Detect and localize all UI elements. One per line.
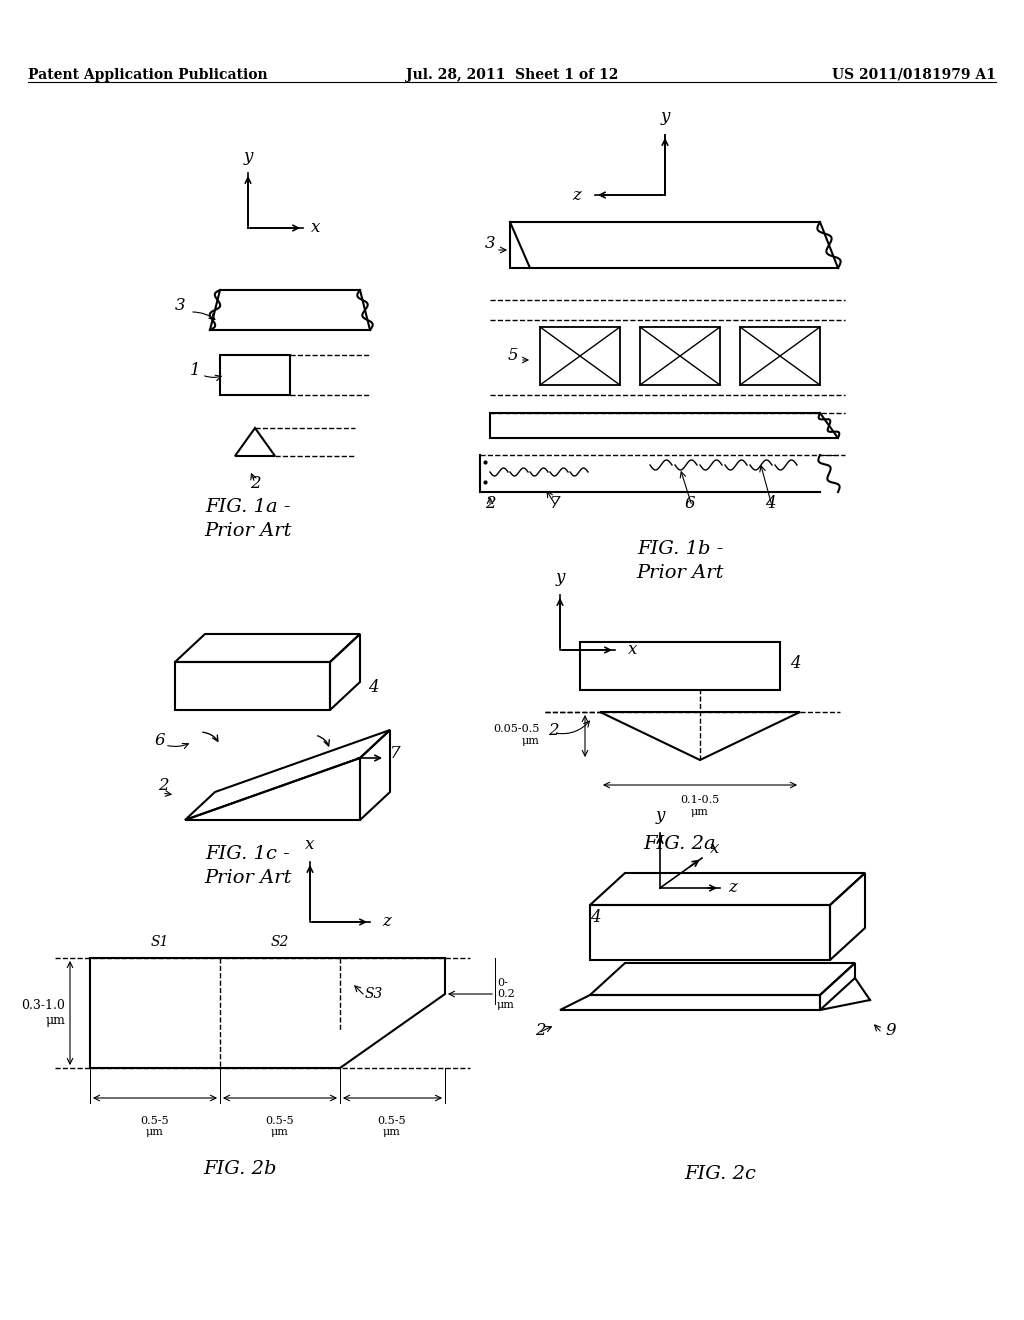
Text: z: z (382, 913, 391, 931)
Text: 4: 4 (790, 655, 801, 672)
Text: 2: 2 (250, 475, 260, 492)
Text: 6: 6 (685, 495, 695, 512)
Text: US 2011/0181979 A1: US 2011/0181979 A1 (833, 69, 996, 82)
Text: 0.1-0.5
μm: 0.1-0.5 μm (680, 795, 720, 817)
Text: S3: S3 (365, 987, 383, 1001)
Text: Jul. 28, 2011  Sheet 1 of 12: Jul. 28, 2011 Sheet 1 of 12 (406, 69, 618, 82)
Text: y: y (660, 108, 670, 125)
Text: 2: 2 (158, 777, 169, 795)
Bar (580, 642, 780, 690)
Text: 4: 4 (765, 495, 775, 512)
Text: 0.5-5
μm: 0.5-5 μm (378, 1115, 407, 1137)
Bar (540, 327, 620, 385)
Text: 0-
0.2
μm: 0- 0.2 μm (497, 978, 515, 1010)
Text: 2: 2 (548, 722, 559, 739)
Bar (220, 355, 290, 395)
Text: Patent Application Publication: Patent Application Publication (28, 69, 267, 82)
Text: 0.5-5
μm: 0.5-5 μm (140, 1115, 169, 1137)
Text: S1: S1 (151, 935, 169, 949)
Text: x: x (628, 642, 637, 659)
Text: y: y (555, 569, 564, 586)
Text: 4: 4 (368, 678, 379, 696)
Text: FIG. 1b -
Prior Art: FIG. 1b - Prior Art (636, 540, 724, 582)
Text: z: z (572, 186, 582, 203)
Text: 3: 3 (484, 235, 495, 252)
Text: 5: 5 (507, 347, 518, 364)
Text: y: y (655, 807, 665, 824)
Text: y: y (244, 148, 253, 165)
Text: 3: 3 (174, 297, 185, 314)
Text: 2: 2 (535, 1022, 546, 1039)
Bar (740, 327, 820, 385)
Text: 1: 1 (189, 362, 200, 379)
Text: FIG. 2b: FIG. 2b (203, 1160, 276, 1177)
Text: FIG. 2a: FIG. 2a (644, 836, 717, 853)
Text: 7: 7 (390, 744, 400, 762)
Text: FIG. 1a -
Prior Art: FIG. 1a - Prior Art (204, 498, 292, 540)
Text: 0.05-0.5
μm: 0.05-0.5 μm (494, 725, 540, 746)
Text: x: x (305, 836, 314, 853)
Text: z: z (728, 879, 736, 896)
Text: FIG. 1c -
Prior Art: FIG. 1c - Prior Art (204, 845, 292, 887)
Text: 6: 6 (155, 733, 166, 748)
Text: x: x (710, 840, 720, 857)
Text: 2: 2 (484, 495, 496, 512)
Bar (640, 327, 720, 385)
Text: x: x (311, 219, 321, 236)
Text: 9: 9 (885, 1022, 896, 1039)
Text: 7: 7 (550, 495, 560, 512)
Text: 0.5-5
μm: 0.5-5 μm (265, 1115, 294, 1137)
Text: FIG. 2c: FIG. 2c (684, 1166, 756, 1183)
Text: 0.3-1.0
μm: 0.3-1.0 μm (22, 999, 65, 1027)
Text: S2: S2 (270, 935, 289, 949)
Text: 4: 4 (590, 909, 601, 927)
